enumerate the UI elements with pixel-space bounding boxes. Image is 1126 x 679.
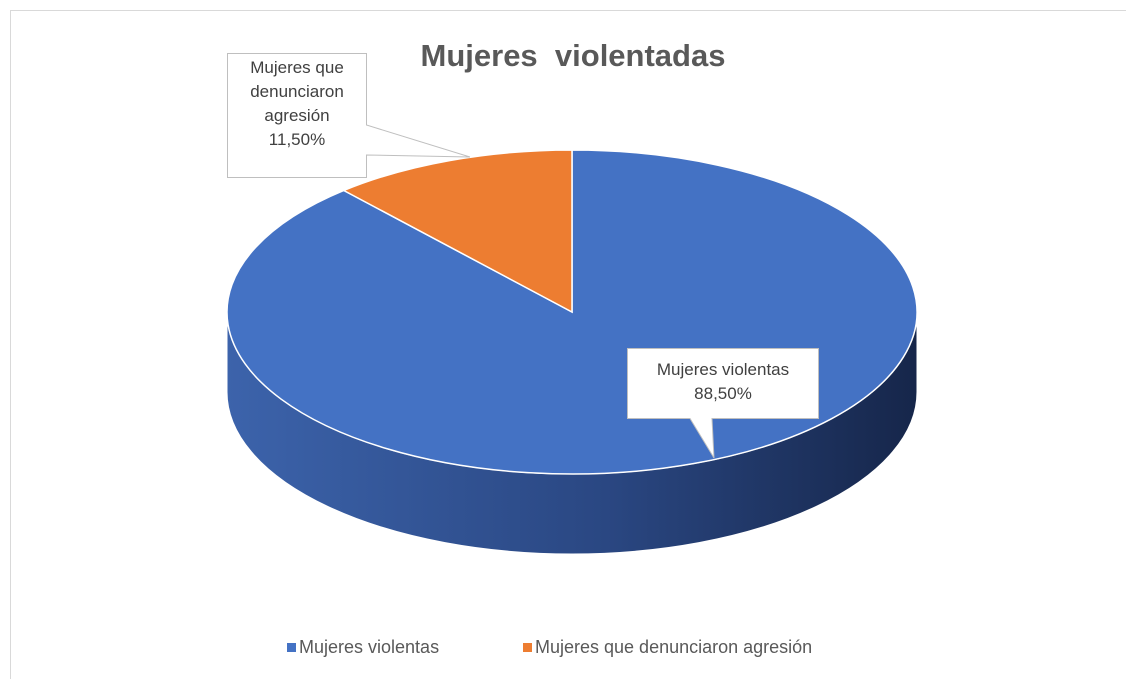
data-label-value: 11,50% (268, 130, 326, 149)
legend: Mujeres violentas Mujeres que denunciaron… (287, 637, 812, 657)
legend-label: Mujeres que denunciaron agresión (535, 637, 812, 657)
chart-title: Mujeres violentadas (421, 38, 726, 73)
data-label-value: 88,50% (694, 384, 752, 403)
callout-box (627, 348, 819, 459)
data-label: Mujeres violentas 88,50% (629, 358, 817, 406)
legend-swatch (287, 643, 296, 652)
legend-label: Mujeres violentas (299, 637, 439, 657)
legend-swatch (523, 643, 532, 652)
data-label-category: Mujeres que denunciaron agresión (250, 58, 344, 125)
data-label-category: Mujeres violentas (656, 360, 790, 379)
data-label: Mujeres que denunciaron agresión 11,50% (229, 56, 365, 152)
callout-box (227, 53, 471, 178)
pie-slice (342, 149, 573, 314)
